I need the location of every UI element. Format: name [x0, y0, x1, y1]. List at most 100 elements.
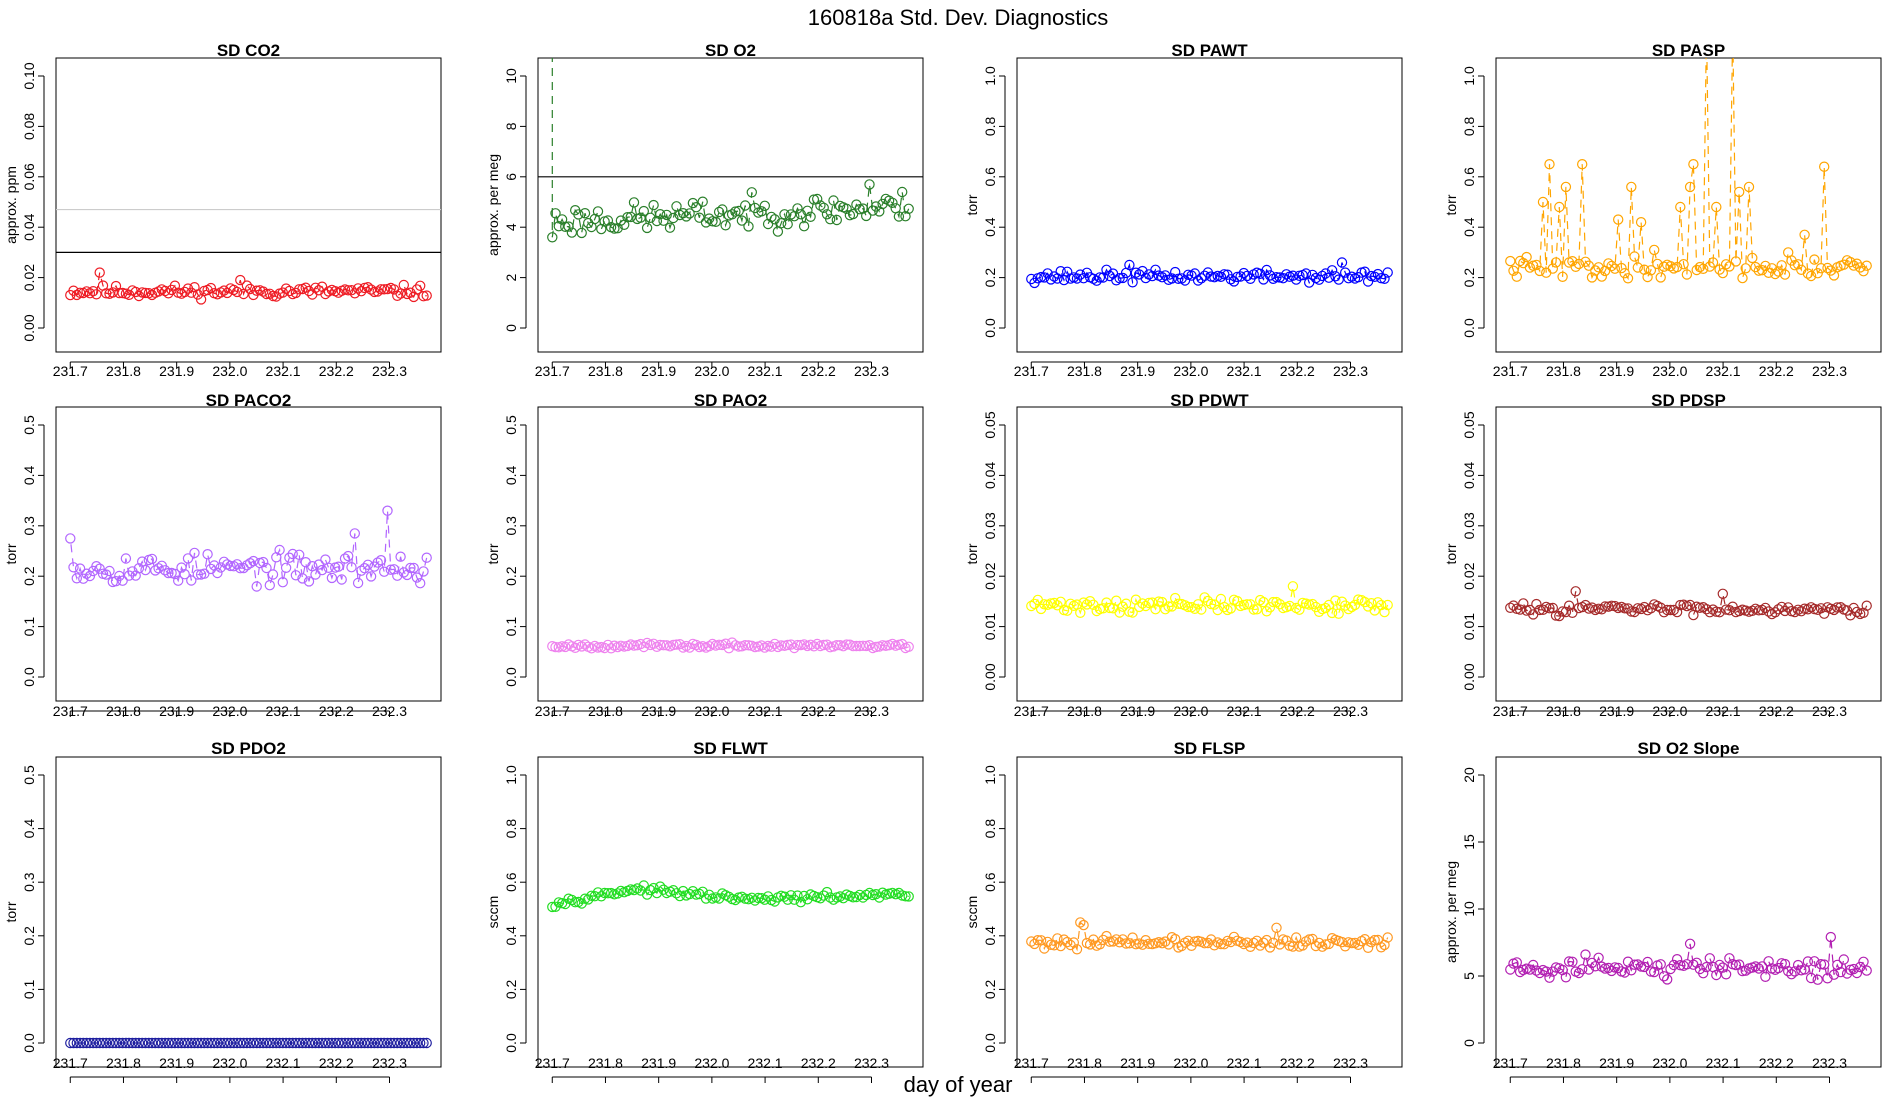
- data-point: [1802, 268, 1814, 279]
- data-point: [169, 1037, 181, 1049]
- data-point: [1848, 260, 1859, 271]
- data-point: [1147, 270, 1158, 282]
- data-point: [808, 641, 820, 652]
- data-point: [284, 285, 295, 297]
- series: [1505, 931, 1872, 985]
- data-point: [1818, 161, 1830, 172]
- panel-title: SD PAWT: [1171, 41, 1248, 60]
- data-point: [798, 220, 810, 232]
- data-point: [290, 1037, 302, 1049]
- data-point: [1176, 940, 1187, 952]
- y-tick-label: 0.4: [21, 819, 37, 839]
- data-point: [782, 639, 793, 651]
- data-point: [1163, 601, 1174, 612]
- data-point: [1258, 596, 1269, 608]
- data-point: [1619, 967, 1630, 978]
- data-point: [1058, 934, 1070, 945]
- data-point: [1769, 607, 1781, 618]
- plot-frame: [537, 406, 924, 702]
- x-tick-label: 232.2: [1759, 363, 1794, 379]
- data-point: [1586, 957, 1598, 969]
- data-point: [150, 565, 161, 576]
- x-tick-label: 232.3: [854, 1055, 889, 1071]
- data-point: [1658, 261, 1670, 272]
- data-point: [1728, 21, 1737, 30]
- data-point: [313, 559, 324, 570]
- x-tick-label: 232.0: [1173, 363, 1208, 379]
- x-tick-label: 232.0: [1652, 363, 1687, 379]
- data-point: [1061, 605, 1073, 616]
- data-point: [717, 204, 728, 215]
- data-point: [140, 1037, 151, 1049]
- x-tick-label: 232.0: [212, 703, 247, 719]
- data-point: [365, 571, 377, 582]
- y-tick-label: 0.03: [1461, 512, 1477, 539]
- data-point: [1382, 932, 1393, 943]
- data-point: [1048, 271, 1060, 282]
- data-point: [671, 888, 682, 899]
- data-point: [133, 1037, 145, 1049]
- data-point: [375, 284, 387, 295]
- data-point: [1593, 262, 1604, 273]
- data-point: [1626, 181, 1637, 193]
- data-point: [1802, 604, 1814, 615]
- data-point: [1753, 265, 1765, 276]
- data-point: [1544, 603, 1555, 614]
- data-point: [1111, 275, 1122, 286]
- data-point: [589, 891, 601, 902]
- data-point: [133, 290, 145, 302]
- figure-xlabel: day of year: [904, 1072, 1013, 1097]
- y-axis-label: approx. per meg: [485, 154, 501, 256]
- y-tick-label: 0.02: [982, 562, 998, 589]
- data-point: [208, 1037, 220, 1049]
- data-point: [146, 553, 158, 565]
- data-point: [356, 1037, 367, 1049]
- data-point: [241, 1037, 253, 1049]
- data-point: [1612, 214, 1624, 225]
- x-tick-label: 231.9: [1599, 1055, 1634, 1071]
- y-tick-label: 20: [1461, 767, 1477, 783]
- data-point: [1505, 255, 1516, 267]
- data-point: [244, 283, 256, 295]
- data-point: [1688, 158, 1699, 170]
- y-tick-label: 15: [1461, 834, 1477, 850]
- y-axis-label: sccm: [964, 896, 980, 929]
- x-tick-label: 231.9: [159, 363, 194, 379]
- data-point: [1366, 598, 1377, 609]
- data-point: [1835, 966, 1846, 978]
- data-point: [1828, 604, 1840, 616]
- data-point: [1560, 972, 1572, 983]
- data-point: [1518, 598, 1529, 609]
- x-tick-label: 232.3: [1812, 703, 1847, 719]
- data-point: [346, 562, 357, 573]
- data-point: [401, 569, 413, 581]
- panel-6: SD PDWT 0.00 0.01 0.02 0.03 0.04 0.05 torr 231.7…: [964, 391, 1403, 719]
- data-point: [1812, 974, 1823, 985]
- data-point: [1261, 264, 1272, 276]
- data-point: [1026, 600, 1037, 612]
- data-point: [1101, 930, 1112, 942]
- data-point: [779, 209, 790, 220]
- data-point: [697, 196, 708, 207]
- data-point: [212, 1037, 223, 1049]
- data-point: [877, 640, 888, 651]
- x-tick-label: 231.8: [588, 1055, 623, 1071]
- x-tick-label: 231.8: [1067, 363, 1102, 379]
- data-point: [1540, 966, 1552, 977]
- series-line: [551, 58, 910, 238]
- x-tick-label: 232.1: [1706, 703, 1741, 719]
- data-point: [339, 553, 351, 564]
- data-point: [825, 892, 836, 903]
- data-point: [1773, 604, 1784, 615]
- data-point: [316, 564, 328, 576]
- y-tick-label: 0.01: [982, 613, 998, 640]
- data-point: [1671, 261, 1683, 273]
- data-point: [1707, 604, 1719, 615]
- panel-title: SD PDSP: [1651, 391, 1726, 410]
- data-point: [274, 544, 285, 556]
- data-point: [1531, 965, 1542, 976]
- data-point: [1271, 272, 1282, 283]
- data-point: [1366, 937, 1377, 948]
- data-point: [326, 1037, 338, 1049]
- data-point: [1606, 260, 1617, 272]
